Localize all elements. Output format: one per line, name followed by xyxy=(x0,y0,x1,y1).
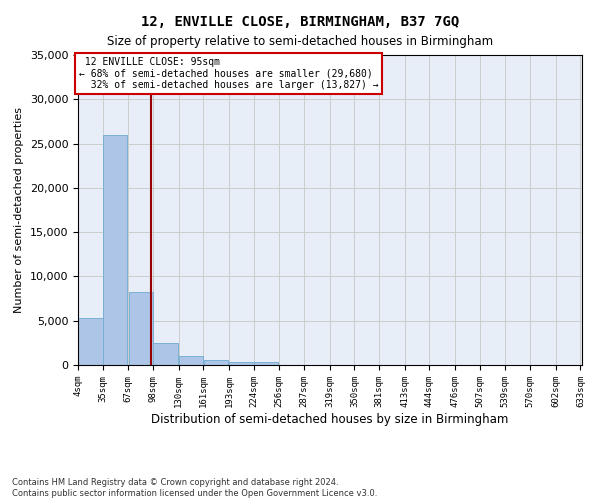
Bar xyxy=(254,362,278,365)
Bar xyxy=(128,292,153,365)
Bar xyxy=(229,362,254,365)
X-axis label: Distribution of semi-detached houses by size in Birmingham: Distribution of semi-detached houses by … xyxy=(151,412,509,426)
Bar xyxy=(179,356,203,365)
Text: 12 ENVILLE CLOSE: 95sqm
← 68% of semi-detached houses are smaller (29,680)
  32%: 12 ENVILLE CLOSE: 95sqm ← 68% of semi-de… xyxy=(79,57,379,90)
Bar xyxy=(103,134,127,365)
Bar xyxy=(153,343,178,365)
Text: 12, ENVILLE CLOSE, BIRMINGHAM, B37 7GQ: 12, ENVILLE CLOSE, BIRMINGHAM, B37 7GQ xyxy=(141,15,459,29)
Text: Size of property relative to semi-detached houses in Birmingham: Size of property relative to semi-detach… xyxy=(107,35,493,48)
Bar xyxy=(78,318,103,365)
Bar xyxy=(203,360,228,365)
Text: Contains HM Land Registry data © Crown copyright and database right 2024.
Contai: Contains HM Land Registry data © Crown c… xyxy=(12,478,377,498)
Y-axis label: Number of semi-detached properties: Number of semi-detached properties xyxy=(14,107,24,313)
